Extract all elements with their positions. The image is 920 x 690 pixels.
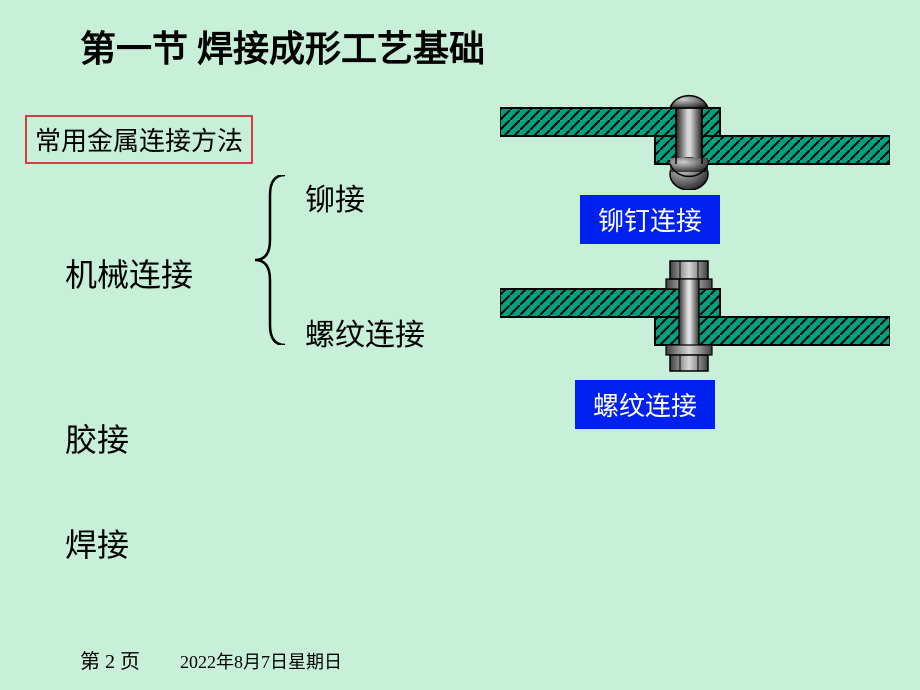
label-glue: 胶接	[65, 415, 129, 461]
section-box: 常用金属连接方法	[25, 115, 253, 164]
caption-rivet: 铆钉连接	[580, 195, 720, 244]
page-number: 2	[105, 651, 115, 673]
page-suffix: 页	[115, 651, 140, 673]
footer-page: 第 2 页	[80, 645, 140, 674]
figure-rivet	[500, 90, 890, 190]
label-weld: 焊接	[65, 520, 129, 566]
label-rivet: 铆接	[305, 175, 365, 219]
label-thread: 螺纹连接	[305, 310, 425, 354]
footer-date: 2022年8月7日星期日	[180, 648, 342, 674]
page-prefix: 第	[80, 651, 105, 673]
brace-icon	[255, 175, 295, 345]
page-title: 第一节 焊接成形工艺基础	[80, 20, 485, 72]
label-mechanical: 机械连接	[65, 250, 193, 296]
figure-thread	[500, 255, 890, 375]
caption-thread: 螺纹连接	[575, 380, 715, 429]
